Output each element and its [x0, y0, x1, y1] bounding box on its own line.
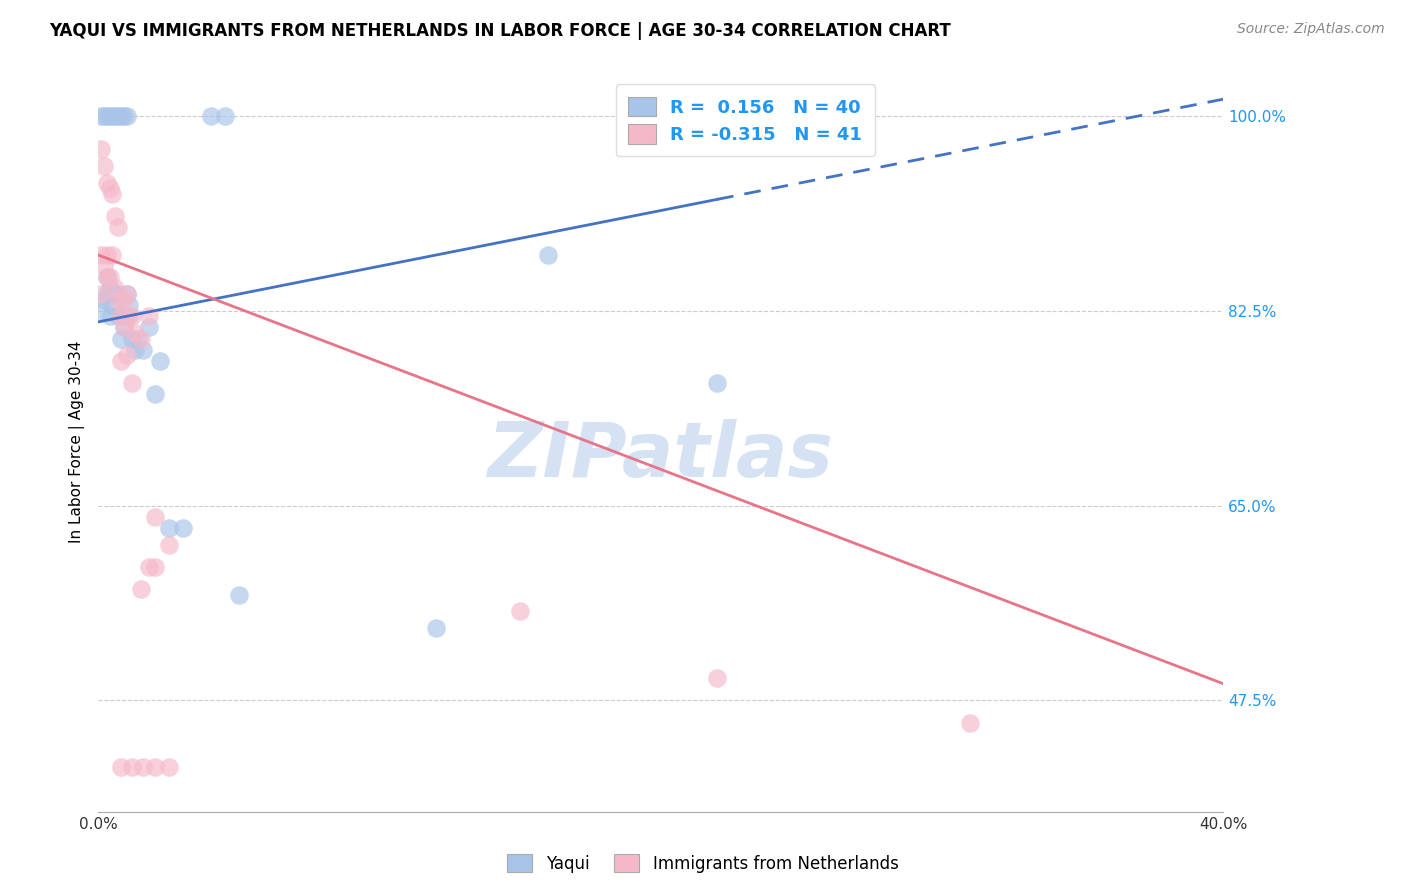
Point	[110, 332, 132, 346]
Point	[110, 310, 132, 324]
Point	[112, 293, 135, 307]
Point	[214, 109, 236, 123]
Point	[110, 109, 132, 123]
Point	[172, 521, 194, 535]
Point	[112, 320, 135, 334]
Point	[101, 248, 124, 262]
Point	[706, 376, 728, 390]
Point	[98, 270, 121, 285]
Point	[90, 109, 112, 123]
Point	[93, 259, 115, 273]
Point	[129, 332, 152, 346]
Point	[157, 537, 180, 551]
Point	[96, 270, 118, 285]
Point	[121, 376, 143, 390]
Text: Source: ZipAtlas.com: Source: ZipAtlas.com	[1237, 22, 1385, 37]
Point	[143, 387, 166, 401]
Point	[143, 559, 166, 574]
Point	[112, 320, 135, 334]
Point	[706, 671, 728, 685]
Point	[98, 310, 121, 324]
Point	[121, 310, 143, 324]
Point	[425, 621, 447, 635]
Point	[98, 109, 121, 123]
Point	[101, 186, 124, 201]
Point	[107, 310, 129, 324]
Point	[96, 287, 118, 301]
Legend: Yaqui, Immigrants from Netherlands: Yaqui, Immigrants from Netherlands	[501, 847, 905, 880]
Legend: R =  0.156   N = 40, R = -0.315   N = 41: R = 0.156 N = 40, R = -0.315 N = 41	[616, 84, 875, 156]
Point	[132, 760, 155, 774]
Point	[127, 332, 149, 346]
Point	[509, 604, 531, 618]
Point	[121, 760, 143, 774]
Point	[101, 298, 124, 312]
Text: ZIPatlas: ZIPatlas	[488, 419, 834, 493]
Point	[124, 326, 146, 340]
Point	[110, 354, 132, 368]
Y-axis label: In Labor Force | Age 30-34: In Labor Force | Age 30-34	[69, 340, 84, 543]
Point	[96, 270, 118, 285]
Point	[90, 303, 112, 318]
Point	[107, 220, 129, 235]
Point	[115, 109, 138, 123]
Point	[138, 320, 160, 334]
Point	[98, 281, 121, 295]
Point	[104, 109, 127, 123]
Point	[107, 293, 129, 307]
Point	[121, 332, 143, 346]
Point	[138, 310, 160, 324]
Point	[115, 287, 138, 301]
Point	[149, 354, 172, 368]
Point	[129, 582, 152, 596]
Point	[90, 248, 112, 262]
Point	[93, 159, 115, 173]
Point	[90, 142, 112, 156]
Point	[124, 343, 146, 357]
Point	[107, 287, 129, 301]
Point	[93, 293, 115, 307]
Text: YAQUI VS IMMIGRANTS FROM NETHERLANDS IN LABOR FORCE | AGE 30-34 CORRELATION CHAR: YAQUI VS IMMIGRANTS FROM NETHERLANDS IN …	[49, 22, 950, 40]
Point	[107, 109, 129, 123]
Point	[104, 209, 127, 223]
Point	[118, 298, 141, 312]
Point	[101, 109, 124, 123]
Point	[93, 109, 115, 123]
Point	[132, 343, 155, 357]
Point	[112, 109, 135, 123]
Point	[110, 760, 132, 774]
Point	[228, 588, 250, 602]
Point	[143, 760, 166, 774]
Point	[157, 521, 180, 535]
Point	[959, 715, 981, 730]
Point	[96, 109, 118, 123]
Point	[115, 348, 138, 362]
Point	[118, 310, 141, 324]
Point	[157, 760, 180, 774]
Point	[96, 176, 118, 190]
Point	[537, 248, 560, 262]
Point	[143, 509, 166, 524]
Point	[115, 287, 138, 301]
Point	[104, 281, 127, 295]
Point	[138, 559, 160, 574]
Point	[200, 109, 222, 123]
Point	[90, 287, 112, 301]
Point	[98, 181, 121, 195]
Point	[115, 310, 138, 324]
Point	[104, 287, 127, 301]
Point	[96, 248, 118, 262]
